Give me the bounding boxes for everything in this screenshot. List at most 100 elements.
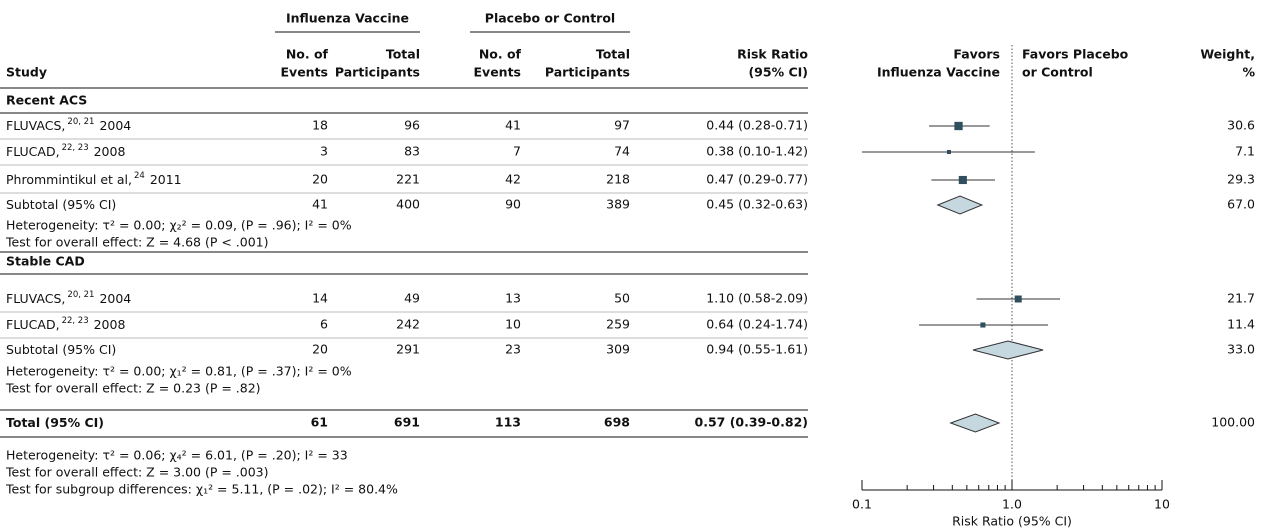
pooled-diamond bbox=[936, 195, 984, 215]
column-header: Participants bbox=[545, 65, 630, 80]
year: 2004 bbox=[99, 118, 131, 133]
study-label: FLUVACS, 20, 21 2004 bbox=[6, 117, 131, 133]
column-header: Total bbox=[596, 47, 630, 62]
note: Heterogeneity: τ² = 0.00; χ₁² = 0.81, (P… bbox=[6, 364, 352, 379]
cell: 221 bbox=[396, 172, 420, 187]
cell: 18 bbox=[312, 118, 328, 133]
study-name: Phrommintikul et al, bbox=[6, 172, 132, 187]
section-title: Recent ACS bbox=[6, 93, 87, 108]
weight: 7.1 bbox=[1235, 144, 1255, 159]
weight: 33.0 bbox=[1227, 342, 1255, 357]
cell: 20 bbox=[312, 342, 328, 357]
weight: 30.6 bbox=[1227, 118, 1255, 133]
cell: 0.44 (0.28-0.71) bbox=[706, 118, 808, 133]
cell: 0.57 (0.39-0.82) bbox=[695, 415, 809, 430]
cell: 3 bbox=[320, 144, 328, 159]
study-label: FLUVACS, 20, 21 2004 bbox=[6, 290, 131, 306]
note: Heterogeneity: τ² = 0.06; χ₄² = 6.01, (P… bbox=[6, 448, 348, 463]
cell: 259 bbox=[606, 317, 630, 332]
cell: 90 bbox=[505, 197, 521, 212]
cell: 97 bbox=[614, 118, 630, 133]
point-estimate bbox=[1014, 295, 1022, 303]
point-estimate bbox=[954, 121, 963, 131]
study-label: Total (95% CI) bbox=[6, 415, 104, 430]
reference: 20, 21 bbox=[67, 290, 94, 300]
study-name: Subtotal (95% CI) bbox=[6, 197, 116, 212]
favors-label: Influenza Vaccine bbox=[877, 65, 1000, 80]
column-header: Total bbox=[386, 47, 420, 62]
column-header: Risk Ratio bbox=[737, 47, 808, 62]
cell: 113 bbox=[495, 415, 521, 430]
section-title: Stable CAD bbox=[6, 254, 85, 269]
column-header: Study bbox=[6, 65, 47, 80]
cell: 74 bbox=[614, 144, 630, 159]
cell: 0.64 (0.24-1.74) bbox=[706, 317, 808, 332]
column-header: Events bbox=[281, 65, 328, 80]
cell: 400 bbox=[396, 197, 420, 212]
reference: 22, 23 bbox=[62, 316, 89, 326]
weight: 29.3 bbox=[1227, 172, 1255, 187]
cell: 61 bbox=[311, 415, 328, 430]
year: 2008 bbox=[94, 317, 126, 332]
study-name: FLUCAD, bbox=[6, 317, 60, 332]
cell: 0.45 (0.32-0.63) bbox=[706, 197, 808, 212]
cell: 83 bbox=[404, 144, 420, 159]
x-tick-label: 1.0 bbox=[1002, 497, 1022, 512]
cell: 13 bbox=[505, 291, 521, 306]
cell: 1.10 (0.58-2.09) bbox=[706, 291, 808, 306]
cell: 41 bbox=[312, 197, 328, 212]
column-header: No. of bbox=[286, 47, 329, 62]
column-header: % bbox=[1242, 65, 1255, 80]
study-label: Subtotal (95% CI) bbox=[6, 197, 116, 212]
year: 2004 bbox=[99, 291, 131, 306]
x-axis-label: Risk Ratio (95% CI) bbox=[952, 514, 1072, 529]
note: Test for overall effect: Z = 3.00 (P = .… bbox=[5, 465, 269, 480]
cell: 14 bbox=[312, 291, 328, 306]
cell: 0.38 (0.10-1.42) bbox=[706, 144, 808, 159]
note: Test for overall effect: Z = 0.23 (P = .… bbox=[5, 381, 261, 396]
point-estimate bbox=[980, 322, 986, 328]
reference: 24 bbox=[134, 171, 145, 181]
cell: 691 bbox=[394, 415, 420, 430]
column-header: Weight, bbox=[1200, 47, 1255, 62]
cell: 389 bbox=[606, 197, 630, 212]
point-estimate bbox=[946, 150, 951, 154]
study-name: FLUVACS, bbox=[6, 291, 65, 306]
cell: 0.94 (0.55-1.61) bbox=[706, 342, 808, 357]
cell: 20 bbox=[312, 172, 328, 187]
study-label: Phrommintikul et al, 24 2011 bbox=[6, 171, 182, 187]
cell: 218 bbox=[606, 172, 630, 187]
column-header: (95% CI) bbox=[748, 65, 808, 80]
cell: 10 bbox=[505, 317, 521, 332]
cell: 0.47 (0.29-0.77) bbox=[706, 172, 808, 187]
study-name: Subtotal (95% CI) bbox=[6, 342, 116, 357]
study-name: FLUCAD, bbox=[6, 144, 60, 159]
note: Heterogeneity: τ² = 0.00; χ₂² = 0.09, (P… bbox=[6, 218, 352, 233]
study-label: Subtotal (95% CI) bbox=[6, 342, 116, 357]
group-header: Placebo or Control bbox=[485, 11, 615, 26]
reference: 20, 21 bbox=[67, 117, 94, 127]
favors-label: Favors bbox=[953, 47, 1000, 62]
year: 2008 bbox=[94, 144, 126, 159]
weight: 100.00 bbox=[1211, 415, 1255, 430]
group-header: Influenza Vaccine bbox=[286, 11, 409, 26]
cell: 698 bbox=[604, 415, 630, 430]
cell: 291 bbox=[396, 342, 420, 357]
note: Test for overall effect: Z = 4.68 (P < .… bbox=[5, 235, 269, 250]
cell: 7 bbox=[513, 144, 521, 159]
pooled-diamond bbox=[972, 340, 1044, 360]
weight: 67.0 bbox=[1227, 197, 1255, 212]
study-label: FLUCAD, 22, 23 2008 bbox=[6, 316, 125, 332]
cell: 242 bbox=[396, 317, 420, 332]
weight: 11.4 bbox=[1227, 317, 1255, 332]
favors-label: Favors Placebo bbox=[1022, 47, 1129, 62]
year: 2011 bbox=[150, 172, 182, 187]
x-tick-label: 0.1 bbox=[852, 497, 872, 512]
cell: 50 bbox=[614, 291, 630, 306]
x-tick-label: 10 bbox=[1154, 497, 1170, 512]
pooled-diamond bbox=[949, 413, 1001, 433]
point-estimate bbox=[958, 175, 967, 185]
cell: 6 bbox=[320, 317, 328, 332]
reference: 22, 23 bbox=[62, 143, 89, 153]
